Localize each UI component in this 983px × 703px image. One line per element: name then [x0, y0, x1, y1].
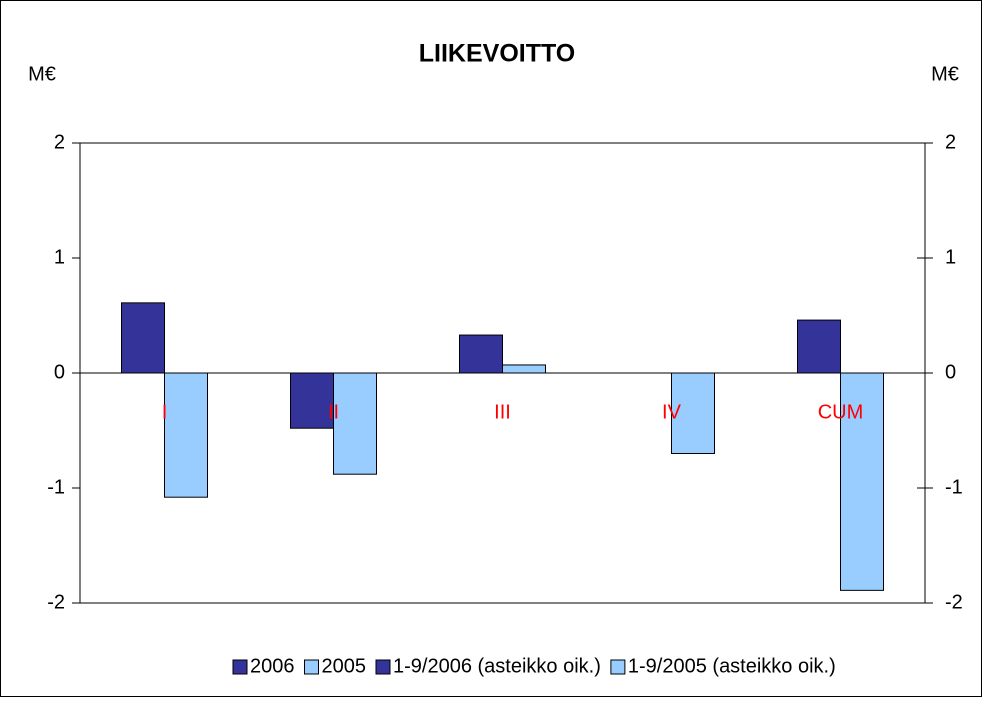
legend-swatch [375, 659, 391, 675]
x-tick-label: II [328, 401, 339, 423]
y-tick-label: 0 [54, 361, 65, 383]
legend-label: 2006 [250, 655, 295, 677]
bar [459, 334, 503, 374]
bar [840, 372, 884, 591]
x-tick-label: I [162, 401, 168, 423]
chart-title: LIIKEVOITTO [419, 40, 576, 68]
legend-swatch [610, 659, 626, 675]
bar [333, 372, 377, 475]
bar [164, 372, 208, 498]
y2-tick-label: -2 [945, 591, 963, 613]
bar [797, 319, 841, 374]
y2-tick-label: 0 [945, 361, 956, 383]
bar [121, 302, 165, 374]
y-tick-label: -2 [47, 591, 65, 613]
y2-tick-label: -1 [945, 476, 963, 498]
x-tick-label: CUM [818, 401, 864, 423]
bar [671, 372, 715, 454]
legend-label: 1-9/2006 (asteikko oik.) [393, 655, 601, 677]
bar [290, 372, 334, 429]
y2-axis-label: M€ [931, 63, 959, 85]
x-tick-label: III [494, 401, 511, 423]
y-tick-label: 1 [54, 246, 65, 268]
y2-tick-label: 1 [945, 246, 956, 268]
y-tick-label: 2 [54, 131, 65, 153]
y-axis-label: M€ [28, 63, 56, 85]
bar [502, 364, 546, 374]
legend-swatch [232, 659, 248, 675]
y2-tick-label: 2 [945, 131, 956, 153]
x-tick-label: IV [662, 401, 682, 423]
y-tick-label: -1 [47, 476, 65, 498]
legend-label: 2005 [322, 655, 367, 677]
legend-swatch [304, 659, 319, 675]
legend-label: 1-9/2005 (asteikko oik.) [628, 655, 836, 677]
